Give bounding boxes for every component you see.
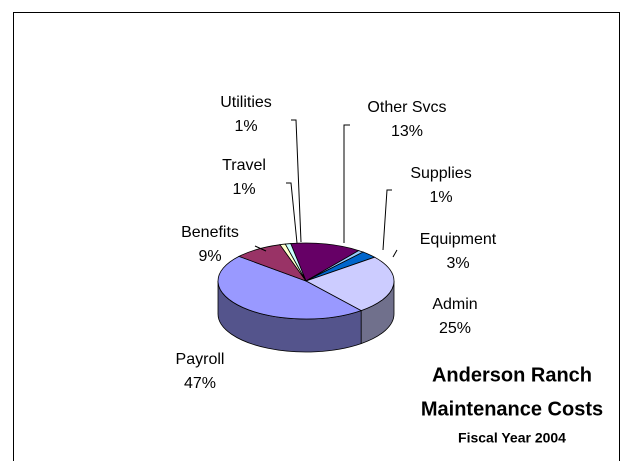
pie bbox=[217, 242, 395, 353]
slice-label: Admin bbox=[432, 296, 477, 313]
value-label: 1% bbox=[429, 189, 452, 206]
value-label: 3% bbox=[446, 255, 469, 272]
slice-label: Benefits bbox=[181, 224, 239, 241]
slice-label: Utilities bbox=[220, 94, 272, 111]
chart-title: Maintenance Costs bbox=[421, 398, 603, 420]
slice-label: Travel bbox=[222, 157, 266, 174]
slice-label: Payroll bbox=[176, 351, 225, 368]
leader-line bbox=[392, 249, 398, 258]
slice-label: Equipment bbox=[420, 231, 497, 248]
value-label: 9% bbox=[198, 248, 221, 265]
leader-line bbox=[291, 119, 302, 243]
leader-line bbox=[254, 245, 267, 252]
value-label: 25% bbox=[439, 320, 471, 337]
value-label: 47% bbox=[184, 375, 216, 392]
value-label: 13% bbox=[391, 123, 423, 140]
leader-line bbox=[286, 182, 298, 244]
slice-label: Supplies bbox=[410, 165, 471, 182]
labels: Other Svcs 13% Supplies 1% Equipment 3% Admin 2… bbox=[176, 94, 497, 392]
chart-title: Anderson Ranch bbox=[432, 364, 592, 386]
chart-subtitle: Fiscal Year 2004 bbox=[458, 430, 566, 446]
slice-label: Other Svcs bbox=[367, 99, 446, 116]
slice bbox=[305, 256, 395, 312]
slice bbox=[290, 242, 360, 282]
value-label: 1% bbox=[232, 181, 255, 198]
slice bbox=[284, 243, 307, 282]
value-label: 1% bbox=[234, 118, 257, 135]
slice bbox=[217, 255, 363, 320]
leader-line bbox=[382, 189, 392, 251]
chart-frame bbox=[13, 12, 620, 461]
leader-line bbox=[343, 124, 350, 243]
